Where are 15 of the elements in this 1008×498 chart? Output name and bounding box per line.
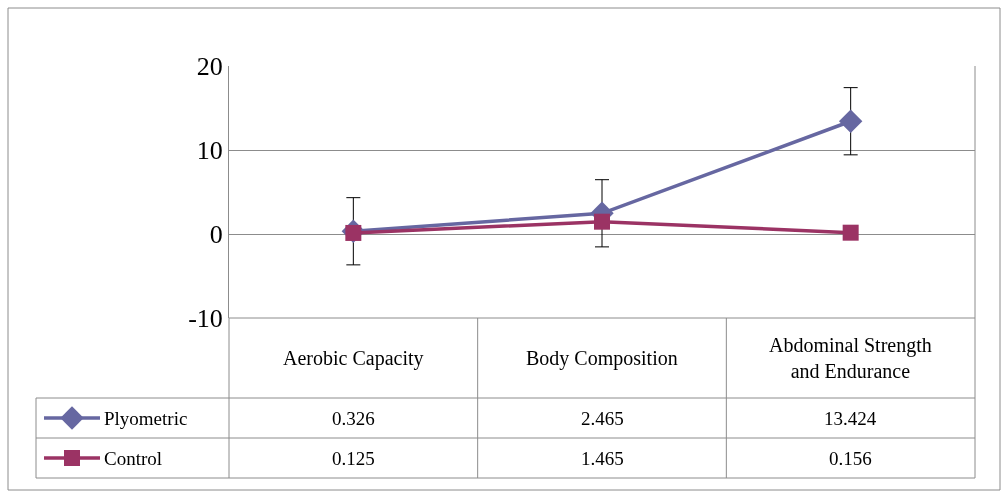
data-label: 13.424 — [824, 408, 877, 429]
legend-label: Plyometric — [104, 408, 188, 429]
y-tick-label: 20 — [196, 52, 223, 82]
data-label: 0.156 — [829, 448, 872, 469]
data-label: 0.125 — [332, 448, 375, 469]
data-label: 2.465 — [581, 408, 624, 429]
x-tick-label: Body Composition — [526, 347, 678, 370]
legend-label: Control — [104, 448, 163, 469]
y-tick-label: -10 — [188, 304, 223, 334]
x-tick-label: Aerobic Capacity — [283, 347, 424, 370]
y-tick-label: 10 — [196, 136, 223, 166]
x-tick-label: Abdominal Strength and Endurance — [769, 334, 932, 382]
data-label: 1.465 — [581, 448, 624, 469]
data-label: 0.326 — [332, 408, 375, 429]
y-tick-label: 0 — [209, 220, 223, 250]
